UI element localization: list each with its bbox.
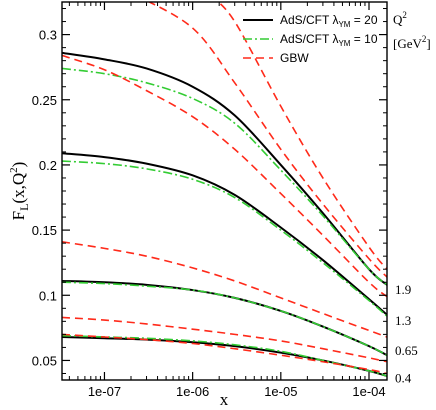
- y-tick-label: 0.25: [32, 93, 57, 108]
- y-axis-title: FL(x,Q2): [8, 162, 31, 221]
- q2-value-label: 0.4: [395, 370, 412, 385]
- series-line-gbw-11: [62, 241, 387, 338]
- series-line-ads20-2: [62, 152, 387, 316]
- legend-text-gbw: GBW: [280, 51, 309, 65]
- series-line-gbw-10: [62, 54, 387, 298]
- series-line-gbw-8: [147, 2, 387, 278]
- plot-frame: [61, 1, 388, 381]
- q2-header-label: Q2: [393, 10, 407, 27]
- legend-text-ads20: AdS/CFT λYM = 20: [280, 13, 378, 29]
- x-tick-label: 1e-06: [176, 384, 209, 399]
- q2-value-label: 1.3: [395, 313, 411, 328]
- x-axis-title: x: [220, 390, 229, 409]
- legend-text-ads10: AdS/CFT λYM = 10: [280, 32, 378, 48]
- series-layer: [62, 2, 387, 378]
- y-tick-label: 0.05: [32, 353, 57, 368]
- series-line-ads10-7: [62, 334, 387, 377]
- series-line-gbw-12: [62, 316, 387, 363]
- q2-value-label: 1.9: [395, 282, 411, 297]
- x-tick-label: 1e-05: [264, 384, 297, 399]
- x-tick-label: 1e-07: [88, 384, 121, 399]
- series-line-gbw-13: [62, 333, 387, 375]
- y-tick-label: 0.15: [32, 223, 57, 238]
- series-line-ads10-1: [62, 67, 387, 286]
- y-tick-label: 0.1: [39, 288, 57, 303]
- q2-values: 1.9 1.3 0.65 0.4: [395, 282, 418, 386]
- q2-header: Q2 [GeV2]: [393, 10, 431, 51]
- series-line-ads10-3: [62, 160, 387, 317]
- series-line-ads10-5: [62, 281, 387, 356]
- x-tick-label: 1e-04: [352, 384, 385, 399]
- y-tick-label: 0.3: [39, 28, 57, 43]
- y-tick-label: 0.2: [39, 158, 57, 173]
- series-line-gbw-9: [217, 2, 387, 270]
- q2-value-label: 0.65: [395, 343, 418, 358]
- series-line-ads20-6: [62, 335, 387, 378]
- legend: AdS/CFT λYM = 20 AdS/CFT λYM = 10 GBW: [243, 13, 378, 65]
- tick-layer: 1e-07 1e-06 1e-05 1e-04 0.05 0.1 0.15 0.2 0.25 0.…: [32, 2, 387, 399]
- q2-unit-label: [GeV2]: [393, 34, 431, 51]
